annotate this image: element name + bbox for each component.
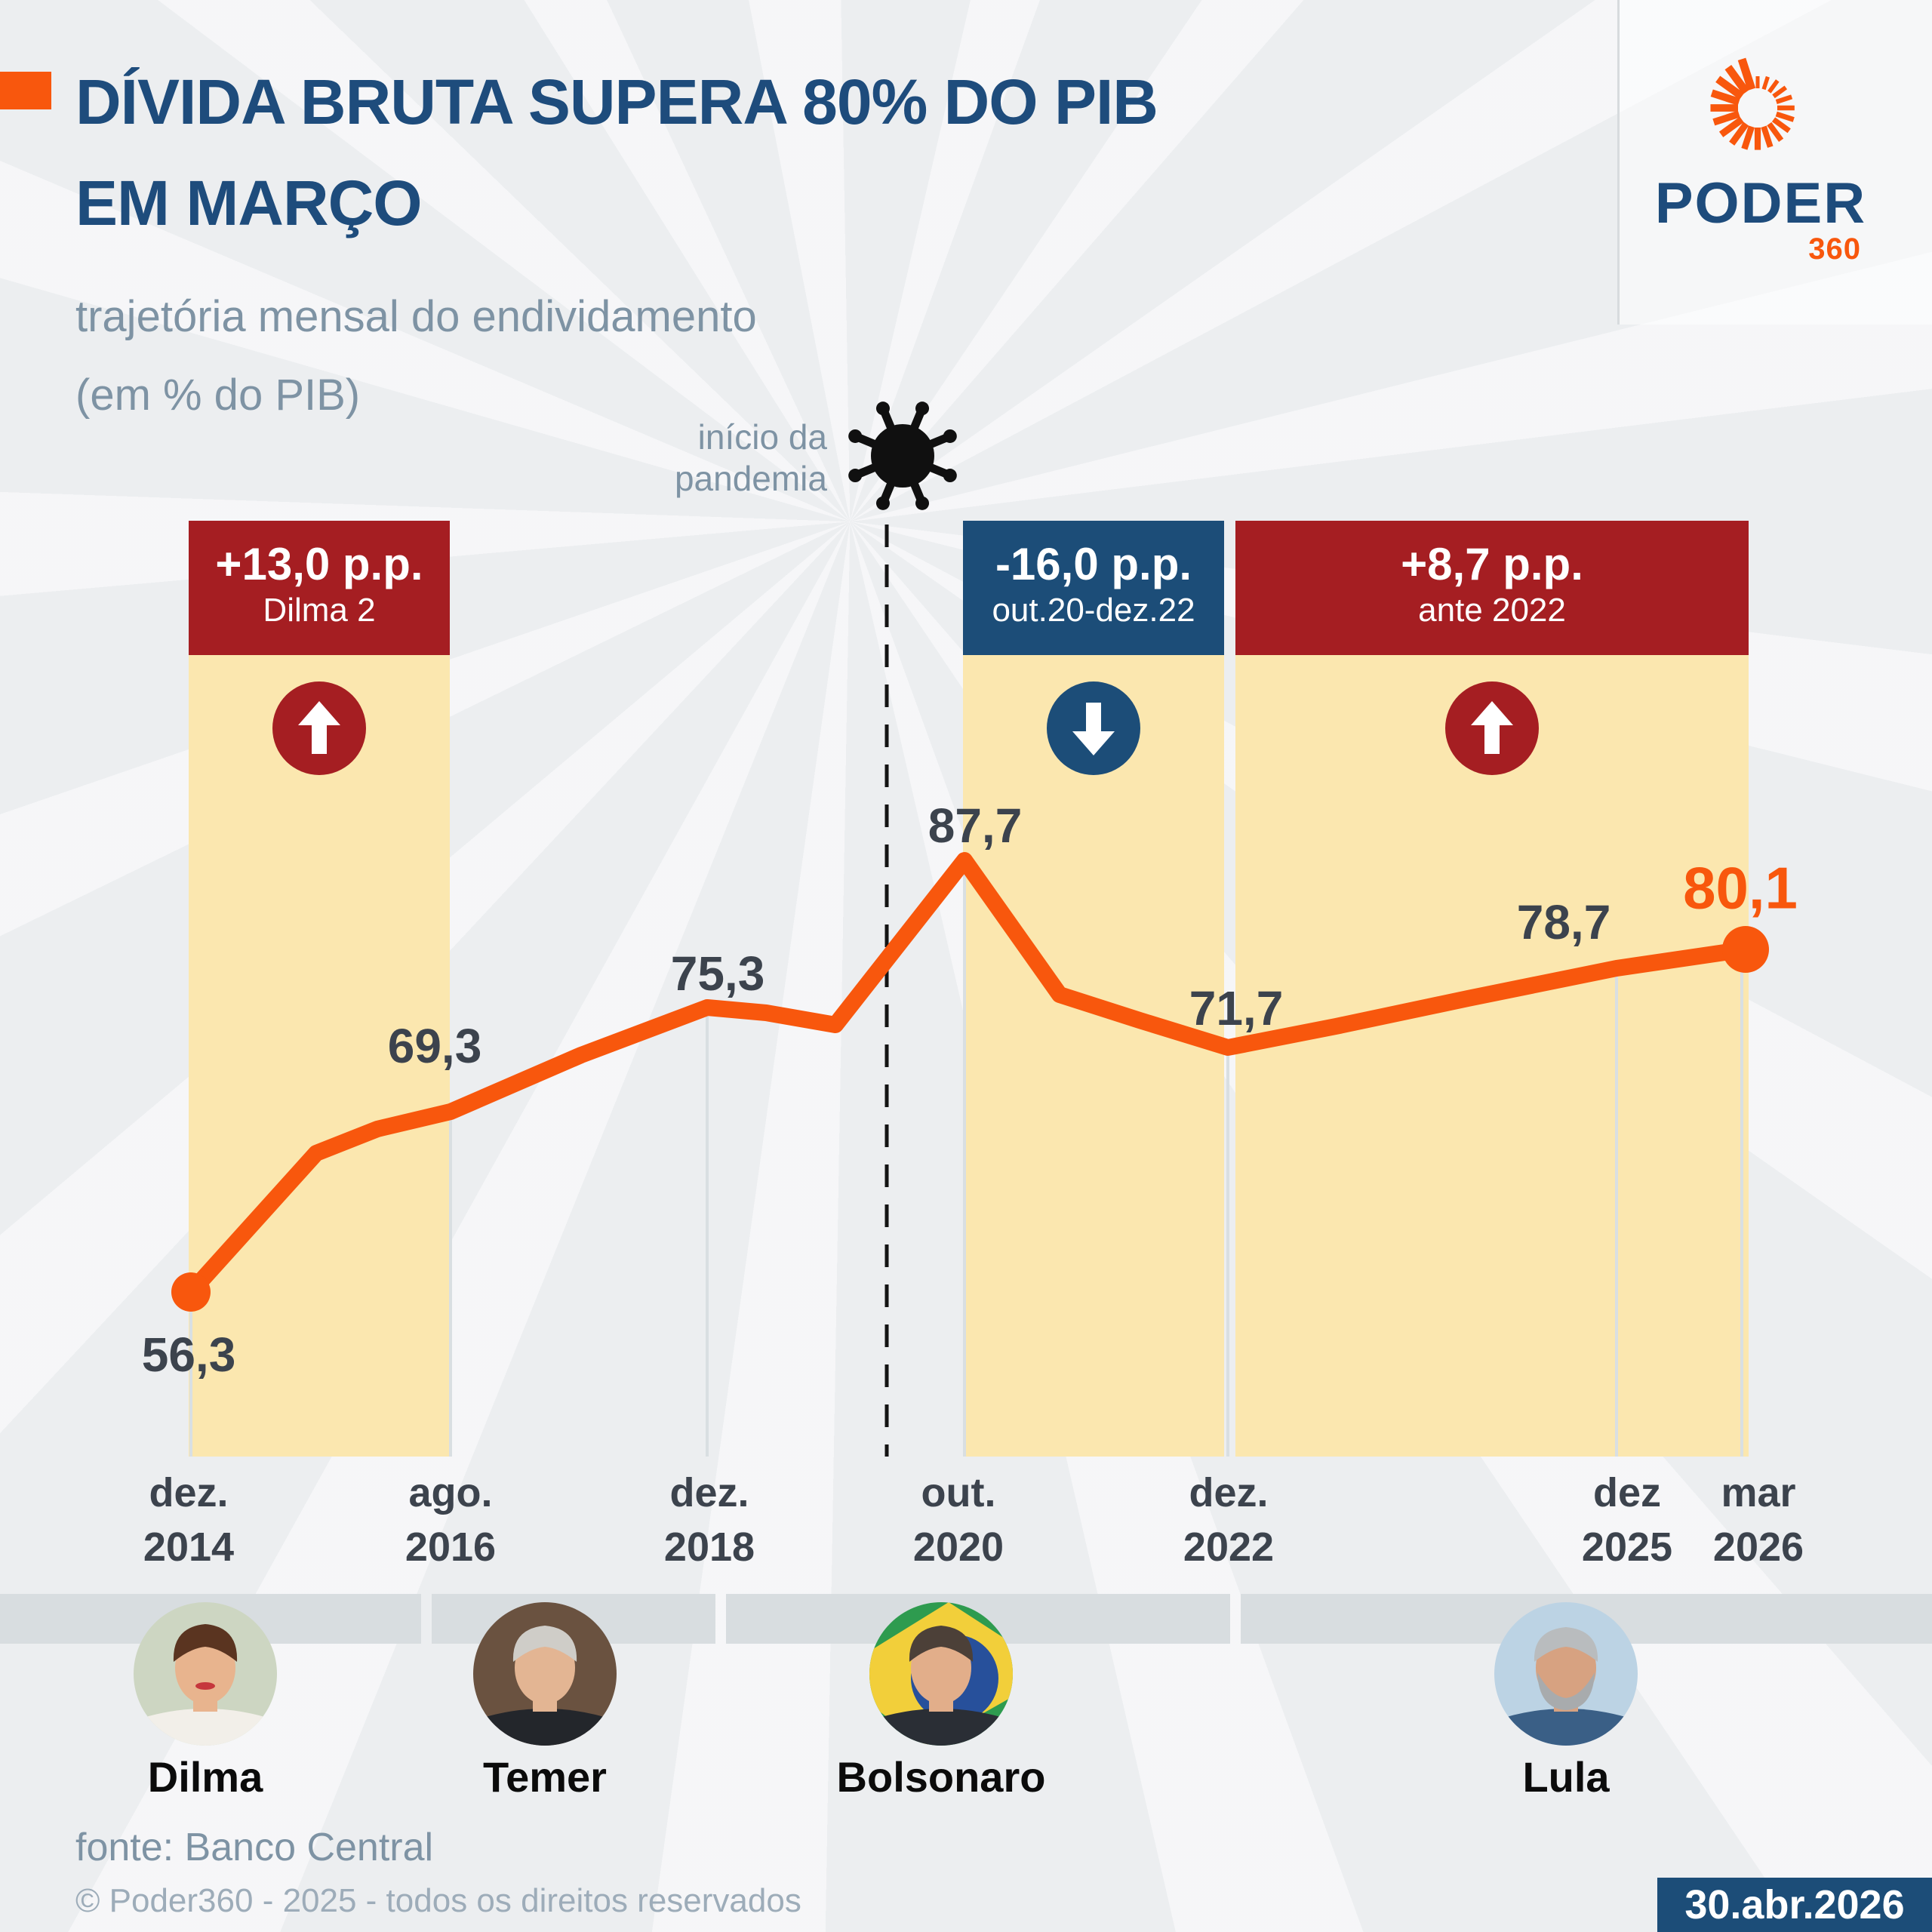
page-subtitle: trajetória mensal do endividamento (em %… (75, 278, 1132, 435)
accent-square (0, 72, 51, 109)
axis-tick-month: dez (1592, 1470, 1662, 1515)
data-point-label: 69,3 (387, 1019, 482, 1073)
data-point-label: 87,7 (928, 798, 1023, 853)
president-name: Bolsonaro (836, 1753, 1046, 1801)
annotation-period: Dilma 2 (263, 592, 376, 629)
data-point-label: 80,1 (1683, 854, 1798, 921)
virus-icon (848, 401, 957, 510)
axis-tick-month: ago. (408, 1470, 493, 1515)
poder360-sunburst-icon (1710, 57, 1795, 150)
axis-tick-year: 2016 (405, 1524, 497, 1570)
date-text: 30.abr.2026 (1684, 1882, 1905, 1927)
president-photo-dilma (134, 1602, 277, 1746)
axis-tick-year: 2020 (912, 1524, 1004, 1570)
annotation-value: +13,0 p.p. (215, 539, 423, 589)
data-point-label: 71,7 (1189, 981, 1284, 1035)
axis-tick-label: dez. 2022 (1183, 1466, 1274, 1574)
poder360-suffix: 360 (1808, 232, 1861, 266)
pandemic-label: início da pandemia (574, 417, 827, 500)
annotation-value: -16,0 p.p. (995, 539, 1192, 589)
annotation-value: +8,7 p.p. (1401, 539, 1583, 589)
axis-tick-year: 2025 (1581, 1524, 1673, 1570)
highlight-band (963, 655, 1224, 1457)
axis-tick-label: ago. 2016 (405, 1466, 496, 1574)
axis-tick-year: 2018 (663, 1524, 755, 1570)
axis-tick-label: out. 2020 (913, 1466, 1004, 1574)
axis-tick-year: 2022 (1183, 1524, 1275, 1570)
axis-tick-year: 2014 (143, 1524, 235, 1570)
annotation-header: +8,7 p.p. ante 2022 (1235, 521, 1749, 655)
annotation-header: -16,0 p.p. out.20-dez.22 (963, 521, 1224, 655)
title-line1: DÍVIDA BRUTA SUPERA 80% DO PIB (75, 66, 1158, 137)
poder360-wordmark: PODER (1654, 171, 1867, 235)
annotation-period: out.20-dez.22 (992, 592, 1195, 629)
data-point-label: 78,7 (1516, 895, 1611, 949)
president-photo-bolsonaro (869, 1602, 1013, 1746)
president-photo-temer (473, 1602, 617, 1746)
axis-tick-label: mar 2026 (1713, 1466, 1804, 1574)
axis-tick-month: dez. (149, 1470, 229, 1515)
date-badge: 30.abr.2026 (1657, 1878, 1932, 1932)
president-name: Lula (1522, 1753, 1610, 1801)
president-name: Temer (483, 1753, 607, 1801)
president-name: Dilma (147, 1753, 263, 1801)
president-photo-lula (1494, 1602, 1638, 1746)
axis-tick-label: dez. 2014 (143, 1466, 234, 1574)
arrow-down-icon (1047, 681, 1140, 775)
subtitle-line2: (em % do PIB) (75, 371, 361, 420)
title-line2: EM MARÇO (75, 168, 423, 238)
page-title: DÍVIDA BRUTA SUPERA 80% DO PIB EM MARÇO (75, 51, 1585, 254)
arrow-up-icon (272, 681, 366, 775)
annotation-header: +13,0 p.p. Dilma 2 (189, 521, 450, 655)
subtitle-line1: trajetória mensal do endividamento (75, 292, 757, 341)
axis-tick-month: out. (921, 1470, 996, 1515)
axis-tick-label: dez 2025 (1582, 1466, 1672, 1574)
axis-tick-year: 2026 (1712, 1524, 1804, 1570)
pandemic-label-line1: início da (697, 417, 827, 457)
logo-panel (1620, 0, 1932, 325)
highlight-band (1235, 655, 1749, 1457)
data-point-label: 75,3 (670, 946, 765, 1001)
pandemic-label-line2: pandemia (674, 459, 827, 498)
data-point-label: 56,3 (141, 1327, 236, 1382)
axis-tick-month: dez. (669, 1470, 749, 1515)
axis-tick-month: dez. (1189, 1470, 1269, 1515)
arrow-up-icon (1445, 681, 1539, 775)
annotation-period: ante 2022 (1418, 592, 1566, 629)
logo-divider (1617, 0, 1620, 325)
axis-tick-label: dez. 2018 (664, 1466, 755, 1574)
axis-tick-month: mar (1721, 1470, 1796, 1515)
copyright-note: © Poder360 - 2025 - todos os direitos re… (75, 1882, 801, 1919)
source-note: fonte: Banco Central (75, 1826, 434, 1869)
